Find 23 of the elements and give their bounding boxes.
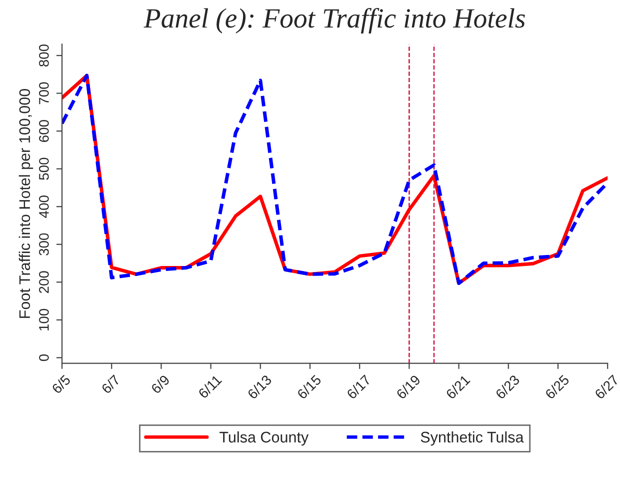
y-tick-label: 100 (39, 308, 49, 330)
x-tick-label: 6/15 (296, 374, 322, 400)
x-tick-label: 6/25 (544, 374, 570, 400)
x-tick-label: 6/5 (51, 374, 72, 394)
x-tick-label: 6/23 (494, 374, 520, 400)
y-tick-label: 0 (39, 354, 49, 361)
y-tick-label: 600 (39, 120, 49, 142)
x-tick-label: 6/19 (396, 374, 421, 400)
y-tick-label: 200 (39, 271, 49, 294)
legend-label: Tulsa County (220, 431, 309, 446)
y-tick-label: 800 (39, 44, 49, 67)
y-tick-label: 400 (39, 196, 49, 218)
y-axis-title: Foot Traffic into Hotel per 100,000 (18, 88, 34, 318)
y-tick-label: 700 (39, 82, 49, 104)
legend-label: Synthetic Tulsa (420, 431, 524, 446)
x-tick-label: 6/9 (150, 374, 170, 394)
x-tick-label: 6/13 (246, 374, 272, 400)
y-tick-label: 300 (39, 233, 49, 256)
x-tick-label: 6/21 (445, 374, 471, 400)
y-tick-label: 500 (39, 158, 49, 180)
x-tick-label: 6/11 (198, 374, 222, 399)
x-tick-label: 6/7 (100, 374, 121, 394)
chart-title: Panel (e): Foot Traffic into Hotels (144, 8, 525, 34)
